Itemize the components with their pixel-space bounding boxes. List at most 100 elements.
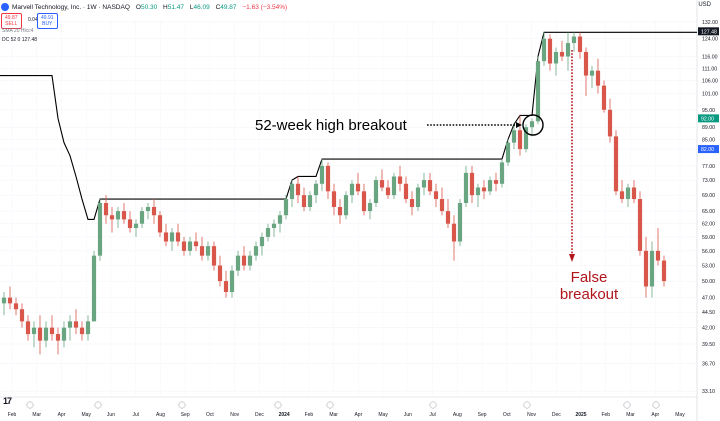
time-tick-label: Mar <box>626 412 635 418</box>
earnings-event-icon[interactable] <box>623 401 631 409</box>
ohlc-label-close: C <box>215 3 221 11</box>
annotation-false-label-2: breakout <box>560 286 619 303</box>
candle <box>247 250 253 271</box>
price-tick-label: 116.00 <box>702 54 718 60</box>
candle <box>109 207 115 233</box>
candle <box>601 80 607 113</box>
indicator-donchian-legend[interactable]: DC 52 0 127.48 <box>2 37 38 43</box>
candle <box>355 172 361 196</box>
candle-body <box>109 215 115 220</box>
donchian-upper-line <box>0 31 697 220</box>
price-tick-label: 124.00 <box>702 37 718 43</box>
candle <box>337 199 343 224</box>
candle-body <box>379 180 385 188</box>
candle-body <box>55 334 61 341</box>
candle-body <box>373 180 379 203</box>
candle <box>325 162 331 200</box>
candle-body <box>607 109 613 137</box>
time-tick-label: Dec <box>552 412 561 418</box>
candle-body <box>577 36 583 52</box>
candle <box>541 32 547 66</box>
price-tag-channel <box>698 27 719 36</box>
candle-body <box>205 246 211 256</box>
time-tick-label: Jun <box>404 412 412 418</box>
price-tick-label: 33.10 <box>702 389 715 395</box>
candle <box>319 159 325 192</box>
price-tick-label: 65.00 <box>702 209 715 215</box>
candle <box>523 124 529 153</box>
candle-body <box>445 211 451 224</box>
candle-body <box>97 202 103 256</box>
price-tick-label: 39.50 <box>702 342 715 348</box>
earnings-event-icon[interactable] <box>523 401 531 409</box>
candle <box>463 165 469 208</box>
time-tick-label: Apr <box>354 412 362 418</box>
candle <box>385 180 391 200</box>
candle-body <box>613 136 619 192</box>
ohlc-change: −1.63 (−3.54%) <box>242 3 288 11</box>
price-tag-sma <box>698 145 719 154</box>
price-axis[interactable]: 132.00 124.00 116.00 111.00 106.00 101.00 95.0… <box>698 20 719 395</box>
earnings-event-icon[interactable] <box>429 401 437 409</box>
candle-body <box>535 61 541 122</box>
candle-body <box>25 321 31 335</box>
symbol-title[interactable]: Marvell Technology, Inc. · 1W · NASDAQ <box>12 3 130 11</box>
candle <box>613 130 619 196</box>
candle-body <box>367 202 373 212</box>
candle-body <box>541 38 547 62</box>
candle <box>295 176 301 203</box>
candle-body <box>223 281 229 292</box>
earnings-event-icon[interactable] <box>178 401 186 409</box>
candle-body <box>529 121 535 128</box>
candle <box>301 187 307 212</box>
candle-body <box>619 191 625 200</box>
price-tick-label: 89.00 <box>702 125 715 131</box>
buy-button[interactable]: 49.91 BUY <box>37 13 58 29</box>
candle-body <box>169 232 175 242</box>
candle <box>469 165 475 203</box>
candle <box>649 241 655 298</box>
candle-body <box>115 211 121 220</box>
price-tick-label: 111.00 <box>702 66 717 72</box>
time-tick-label: Jun <box>107 412 115 418</box>
candle-body <box>385 187 391 196</box>
candle-body <box>595 70 601 86</box>
annotation-false-label-1: False <box>571 269 608 286</box>
earnings-event-icon[interactable] <box>274 401 282 409</box>
candle-body <box>661 260 667 282</box>
time-axis[interactable]: Feb Mar Apr May Jun Jul Aug Sep Oct Nov Dec 2024 Feb… <box>8 401 686 418</box>
earnings-event-icon[interactable] <box>94 401 102 409</box>
candle-body <box>247 255 253 266</box>
time-tick-label: Feb <box>305 412 314 418</box>
candle-body <box>337 207 343 216</box>
symbol-logo-icon <box>1 3 9 11</box>
candle <box>79 321 85 341</box>
candle <box>73 309 79 335</box>
earnings-event-icon[interactable] <box>326 401 334 409</box>
candle-body <box>37 327 43 341</box>
candle <box>49 315 55 341</box>
sell-label: SELL <box>5 21 18 27</box>
price-tick-label: 36.70 <box>702 362 715 368</box>
spread-value: 0.04 <box>28 17 38 23</box>
currency-label[interactable]: USD <box>698 2 711 8</box>
candle-body <box>565 43 571 57</box>
candle-body <box>163 232 169 242</box>
candle <box>271 219 277 237</box>
candle-body <box>301 195 307 208</box>
earnings-event-icon[interactable] <box>26 401 34 409</box>
indicator-sma-legend[interactable]: SMA 20 Hlcc4 <box>2 28 34 34</box>
candle <box>25 315 31 341</box>
price-tick-label: 53.00 <box>702 264 715 270</box>
price-tick-label: 69.00 <box>702 193 715 199</box>
candle <box>253 241 259 261</box>
candle-body <box>331 191 337 208</box>
earnings-event-icon[interactable] <box>652 401 660 409</box>
candle <box>277 211 283 233</box>
time-tick-label: Nov <box>527 412 536 418</box>
candle <box>445 199 451 229</box>
candle <box>331 183 337 216</box>
sell-button[interactable]: 49.87 SELL <box>1 13 22 29</box>
candle <box>19 303 25 328</box>
